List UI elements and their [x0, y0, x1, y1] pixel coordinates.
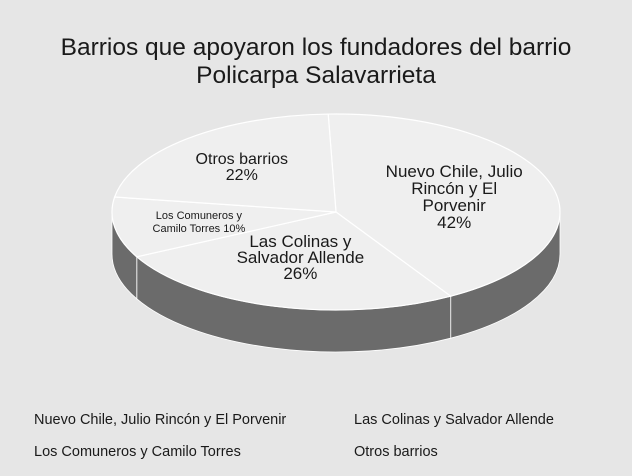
chart-title-line-2: Policarpa Salavarrieta — [196, 62, 436, 89]
pie-slice-las-colinas — [135, 211, 453, 311]
data-label-las-colinas: Las Colinas y Salvador Allende 26% — [237, 232, 365, 283]
data-label-line: Porvenir — [423, 196, 487, 215]
pie-slice-los-comuneros — [111, 196, 337, 258]
legend: Nuevo Chile, Julio Rincón y El Porvenir … — [34, 412, 624, 476]
pie-slice-otros-barrios — [113, 113, 337, 213]
data-label-line: Los Comuneros y — [156, 210, 243, 222]
chart-title-line-1: Barrios que apoyaron los fundadores del … — [60, 34, 572, 61]
data-label-line: Nuevo Chile, Julio — [386, 162, 523, 181]
chart-title: Barrios que apoyaron los fundadores del … — [0, 34, 632, 90]
data-label-line: Rincón y El — [411, 179, 497, 198]
data-label-nuevo-chile: Nuevo Chile, Julio Rincón y El Porvenir 42% — [386, 162, 523, 232]
data-label-otros-barrios: Otros barrios 22% — [196, 151, 288, 184]
data-label-line: 42% — [437, 213, 471, 232]
data-label-line: Camilo Torres 10% — [153, 223, 246, 235]
data-label-line: 26% — [283, 264, 317, 283]
data-label-line: 22% — [226, 167, 258, 184]
data-label-line: Salvador Allende — [237, 248, 365, 267]
legend-row: Nuevo Chile, Julio Rincón y El Porvenir … — [34, 412, 624, 444]
data-label-line: Las Colinas y — [249, 232, 352, 251]
legend-row: Los Comuneros y Camilo Torres Otros barr… — [34, 444, 624, 476]
pie-chart: Nuevo Chile, Julio Rincón y El Porvenir 42%… — [111, 113, 561, 353]
data-label-los-comuneros: Los Comuneros y Camilo Torres 10% — [153, 210, 246, 235]
pie-top — [111, 113, 561, 311]
legend-item: Nuevo Chile, Julio Rincón y El Porvenir — [34, 412, 287, 428]
data-label-line: Otros barrios — [196, 151, 288, 168]
pie-labels: Nuevo Chile, Julio Rincón y El Porvenir 42%… — [153, 151, 523, 283]
legend-item: Los Comuneros y Camilo Torres — [34, 444, 241, 460]
pie-slice-nuevo-chile — [327, 113, 561, 297]
legend-item: Las Colinas y Salvador Allende — [354, 412, 554, 428]
legend-item: Otros barrios — [354, 444, 438, 460]
